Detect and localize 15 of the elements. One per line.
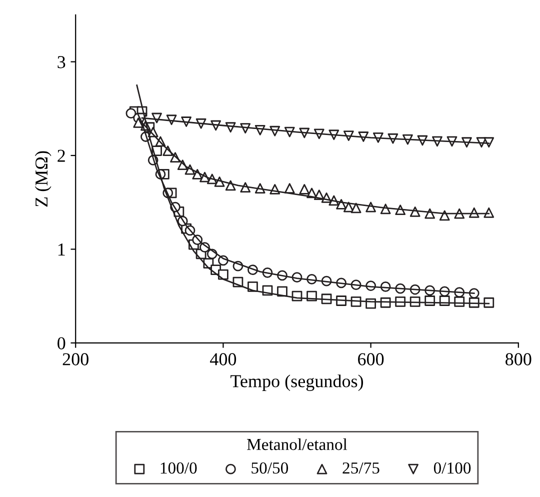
- x-tick-label: 800: [506, 353, 532, 366]
- legend-title: Metanol/etanol: [247, 438, 348, 450]
- legend-label: 50/50: [252, 462, 288, 474]
- x-tick-label: 200: [62, 353, 88, 366]
- legend-label: 100/0: [160, 462, 197, 474]
- y-tick-label: 2: [58, 150, 65, 162]
- x-axis-title: Tempo (segundos): [230, 374, 364, 392]
- y-tick-label: 1: [58, 244, 65, 256]
- y-tick-label: 0: [58, 337, 66, 350]
- legend-label: 25/75: [342, 462, 380, 474]
- x-tick-label: 600: [358, 353, 384, 366]
- x-tick-label: 400: [210, 353, 236, 366]
- y-tick-label: 3: [58, 56, 66, 68]
- legend-label: 0/100: [434, 462, 471, 474]
- y-axis-title: Z (MΩ): [34, 151, 52, 207]
